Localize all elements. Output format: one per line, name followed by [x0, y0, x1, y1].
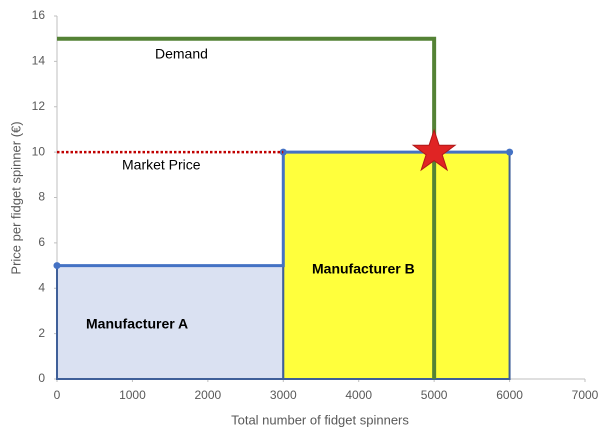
y-tick-label: 2: [38, 326, 45, 340]
x-tick-label: 1000: [119, 388, 146, 402]
y-tick-label: 8: [38, 190, 45, 204]
y-tick-label: 4: [38, 280, 45, 294]
equilibrium-star: [411, 128, 457, 172]
y-tick-label: 10: [32, 144, 46, 158]
demand-line: [57, 36, 437, 379]
x-tick-label: 7000: [572, 388, 599, 402]
market-price-label: Market Price: [122, 157, 201, 173]
supply-point: [53, 262, 61, 270]
supply-line: [57, 150, 510, 268]
demand-label: Demand: [155, 46, 208, 62]
x-tick-label: 2000: [195, 388, 222, 402]
y-tick-label: 16: [32, 8, 46, 22]
x-tick-label: 6000: [496, 388, 523, 402]
x-tick-label: 4000: [345, 388, 372, 402]
y-tick-label: 0: [38, 371, 45, 385]
x-tick-label: 3000: [270, 388, 297, 402]
x-axis-title: Total number of fidget spinners: [231, 412, 409, 427]
supply-point: [506, 148, 514, 156]
x-tick-label: 5000: [421, 388, 448, 402]
supply-block: [282, 151, 511, 380]
y-tick-label: 14: [32, 54, 46, 68]
y-tick-label: 12: [32, 99, 46, 113]
block-label: Manufacturer B: [312, 261, 415, 277]
block-label: Manufacturer A: [86, 316, 188, 332]
x-tick-label: 0: [54, 388, 61, 402]
y-tick-label: 6: [38, 235, 45, 249]
y-axis-title: Price per fidget spinner (€): [8, 121, 23, 274]
